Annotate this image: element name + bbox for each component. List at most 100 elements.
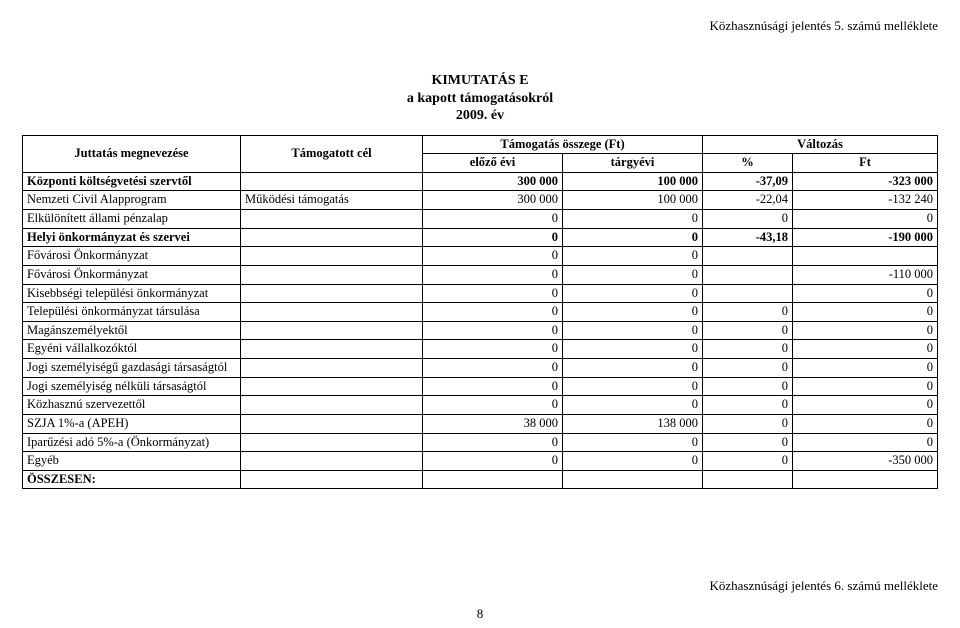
cell-ft: 0 — [793, 359, 938, 378]
page-number: 8 — [0, 606, 960, 622]
cell-prev: 0 — [423, 396, 563, 415]
cell-target — [241, 284, 423, 303]
table-row: Helyi önkormányzat és szervei00-43,18-19… — [23, 228, 938, 247]
cell-ft: 0 — [793, 303, 938, 322]
cell-ft: -350 000 — [793, 452, 938, 471]
cell-prev: 0 — [423, 433, 563, 452]
cell-curr: 0 — [563, 433, 703, 452]
cell-name: Jogi személyiségű gazdasági társaságtól — [23, 359, 241, 378]
header-row-1: Juttatás megnevezése Támogatott cél Támo… — [23, 135, 938, 154]
cell-pct: -43,18 — [703, 228, 793, 247]
cell-name: Fővárosi Önkormányzat — [23, 247, 241, 266]
cell-target: Működési támogatás — [241, 191, 423, 210]
cell-prev: 0 — [423, 247, 563, 266]
cell-prev: 38 000 — [423, 414, 563, 433]
cell-prev: 0 — [423, 228, 563, 247]
title-line-1: KIMUTATÁS E — [22, 72, 938, 90]
cell-pct: 0 — [703, 377, 793, 396]
table-head: Juttatás megnevezése Támogatott cél Támo… — [23, 135, 938, 172]
cell-target — [241, 359, 423, 378]
cell-pct — [703, 247, 793, 266]
cell-curr: 0 — [563, 377, 703, 396]
cell-target — [241, 377, 423, 396]
cell-target — [241, 452, 423, 471]
table-row: Iparűzési adó 5%-a (Önkormányzat)0000 — [23, 433, 938, 452]
cell-curr: 138 000 — [563, 414, 703, 433]
table-row: Egyéb000-350 000 — [23, 452, 938, 471]
table-row: Központi költségvetési szervtől 300 00010… — [23, 172, 938, 191]
table-row: Nemzeti Civil AlapprogramMűködési támoga… — [23, 191, 938, 210]
cell-name: Magánszemélyektől — [23, 321, 241, 340]
table-body: Központi költségvetési szervtől 300 00010… — [23, 172, 938, 489]
cell-target — [241, 210, 423, 229]
table-row: Elkülönített állami pénzalap0000 — [23, 210, 938, 229]
cell-pct — [703, 470, 793, 489]
cell-pct: -37,09 — [703, 172, 793, 191]
cell-curr: 0 — [563, 228, 703, 247]
title-line-2: a kapott támogatásokról — [22, 90, 938, 108]
data-table: Juttatás megnevezése Támogatott cél Támo… — [22, 135, 938, 490]
table-row: Települési önkormányzat társulása0000 — [23, 303, 938, 322]
table-row: Jogi személyiség nélküli társaságtól0000 — [23, 377, 938, 396]
cell-pct: -22,04 — [703, 191, 793, 210]
cell-curr: 0 — [563, 340, 703, 359]
table-row: Jogi személyiségű gazdasági társaságtól 0… — [23, 359, 938, 378]
cell-name: Jogi személyiség nélküli társaságtól — [23, 377, 241, 396]
col-header-target: Támogatott cél — [241, 135, 423, 172]
cell-prev: 0 — [423, 303, 563, 322]
cell-name: Helyi önkormányzat és szervei — [23, 228, 241, 247]
cell-curr: 0 — [563, 452, 703, 471]
cell-pct: 0 — [703, 303, 793, 322]
table-row: Egyéni vállalkozóktól0000 — [23, 340, 938, 359]
cell-pct: 0 — [703, 396, 793, 415]
cell-ft: 0 — [793, 414, 938, 433]
cell-curr: 100 000 — [563, 191, 703, 210]
col-header-ft: Ft — [793, 154, 938, 173]
cell-curr: 0 — [563, 359, 703, 378]
cell-name: Fővárosi Önkormányzat — [23, 265, 241, 284]
col-header-name: Juttatás megnevezése — [23, 135, 241, 172]
cell-prev: 0 — [423, 340, 563, 359]
cell-prev: 0 — [423, 265, 563, 284]
cell-prev: 0 — [423, 284, 563, 303]
cell-target — [241, 414, 423, 433]
cell-prev: 300 000 — [423, 172, 563, 191]
cell-ft: 0 — [793, 210, 938, 229]
cell-target — [241, 470, 423, 489]
cell-target — [241, 247, 423, 266]
cell-ft: -323 000 — [793, 172, 938, 191]
cell-target — [241, 321, 423, 340]
title-block: KIMUTATÁS E a kapott támogatásokról 2009… — [22, 72, 938, 125]
cell-pct: 0 — [703, 359, 793, 378]
cell-name: SZJA 1%-a (APEH) — [23, 414, 241, 433]
cell-name: Nemzeti Civil Alapprogram — [23, 191, 241, 210]
cell-ft: -190 000 — [793, 228, 938, 247]
cell-pct: 0 — [703, 452, 793, 471]
cell-name: Egyéni vállalkozóktól — [23, 340, 241, 359]
cell-pct: 0 — [703, 210, 793, 229]
cell-target — [241, 228, 423, 247]
cell-target — [241, 433, 423, 452]
cell-name: Közhasznú szervezettől — [23, 396, 241, 415]
col-header-prev: előző évi — [423, 154, 563, 173]
cell-curr — [563, 470, 703, 489]
cell-prev — [423, 470, 563, 489]
col-header-curr: tárgyévi — [563, 154, 703, 173]
table-row: Fővárosi Önkormányzat00-110 000 — [23, 265, 938, 284]
cell-prev: 0 — [423, 452, 563, 471]
cell-pct: 0 — [703, 340, 793, 359]
table-row: SZJA 1%-a (APEH)38 000138 00000 — [23, 414, 938, 433]
cell-name: Központi költségvetési szervtől — [23, 172, 241, 191]
cell-ft: -132 240 — [793, 191, 938, 210]
cell-curr: 100 000 — [563, 172, 703, 191]
cell-ft: 0 — [793, 377, 938, 396]
cell-curr: 0 — [563, 210, 703, 229]
cell-prev: 0 — [423, 321, 563, 340]
cell-curr: 0 — [563, 247, 703, 266]
cell-pct: 0 — [703, 414, 793, 433]
col-header-amount: Támogatás összege (Ft) — [423, 135, 703, 154]
top-note: Közhasznúsági jelentés 5. számú mellékle… — [22, 18, 938, 34]
cell-pct — [703, 265, 793, 284]
cell-pct: 0 — [703, 321, 793, 340]
cell-ft: 0 — [793, 340, 938, 359]
